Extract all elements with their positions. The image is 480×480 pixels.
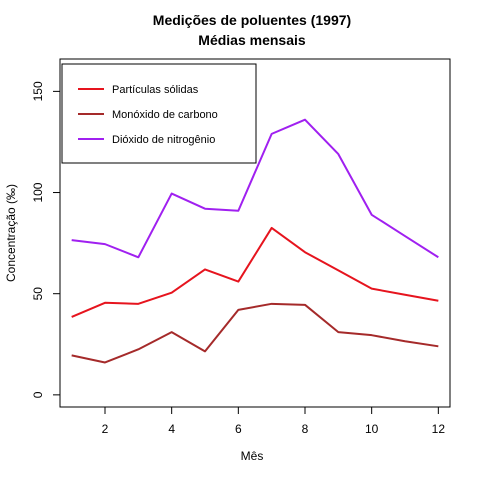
chart-title: Medições de poluentes (1997)	[153, 12, 351, 28]
series-line-2	[71, 302, 439, 364]
plot-frame	[59, 58, 451, 408]
legend-label: Monóxido de carbono	[112, 109, 218, 121]
chart-subtitle: Médias mensais	[198, 32, 306, 48]
series-line-1	[71, 226, 439, 318]
y-tick-label: 150	[31, 81, 45, 101]
x-tick-label: 8	[302, 422, 309, 436]
y-tick-label: 0	[31, 391, 45, 398]
x-tick-label: 2	[102, 422, 109, 436]
y-axis-label: Concentração (‰)	[4, 184, 18, 282]
legend-label: Dióxido de nitrogênio	[112, 134, 215, 146]
y-tick-label: 50	[31, 287, 45, 301]
series-line-3	[71, 118, 439, 259]
legend-label: Partículas sólidas	[112, 84, 199, 96]
x-tick-label: 6	[235, 422, 242, 436]
x-axis-label: Mês	[241, 449, 264, 463]
x-tick-label: 10	[365, 422, 379, 436]
x-tick-label: 12	[432, 422, 446, 436]
x-tick-label: 4	[168, 422, 175, 436]
y-tick-label: 100	[31, 182, 45, 202]
